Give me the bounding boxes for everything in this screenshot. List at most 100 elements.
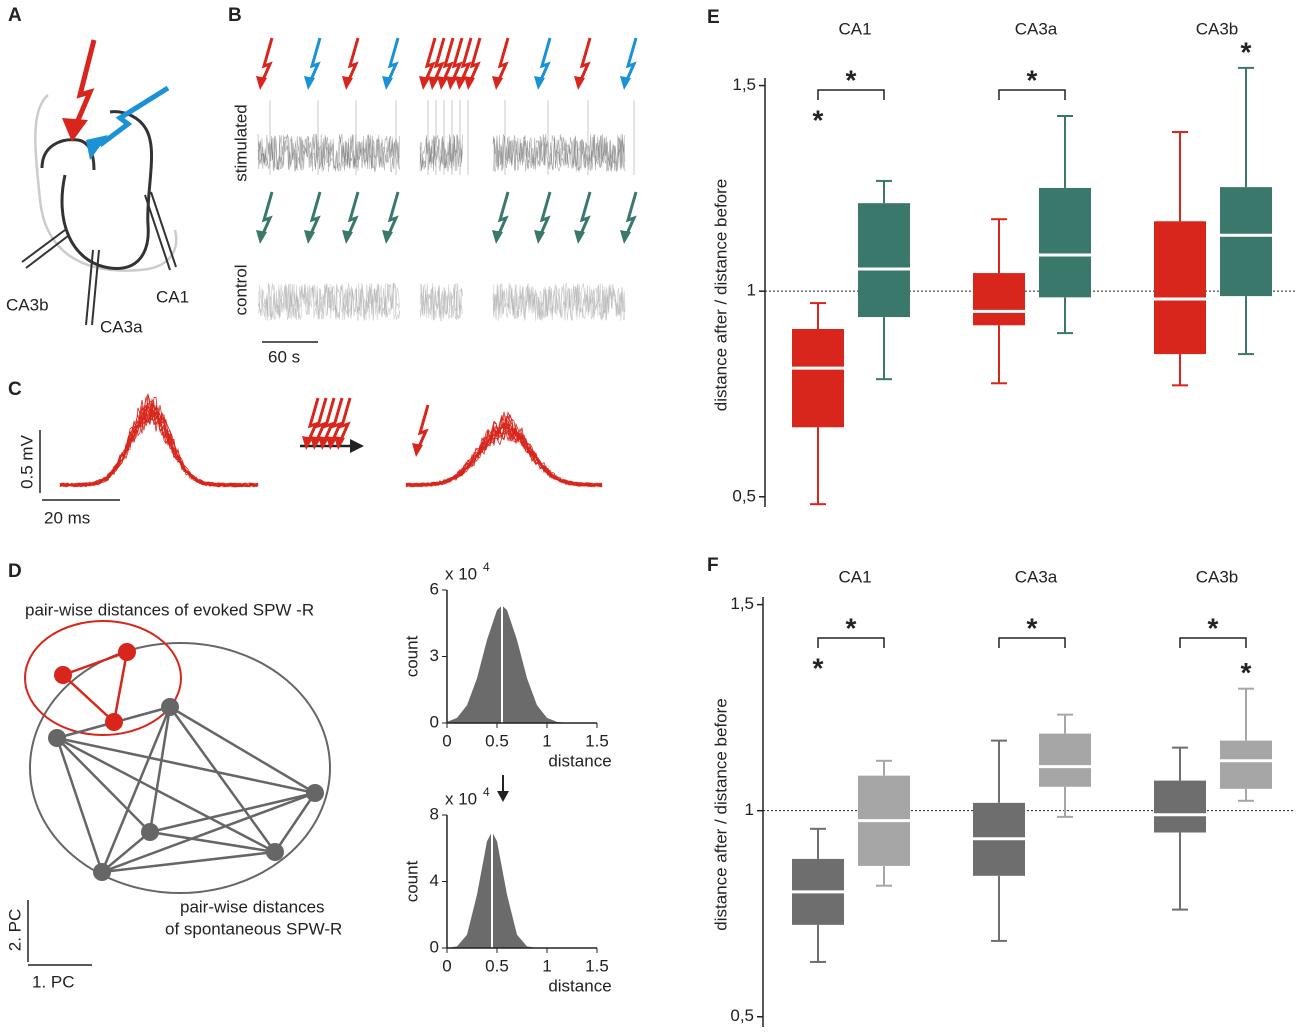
stim-arrow xyxy=(496,37,510,83)
cluster xyxy=(24,620,182,736)
trace xyxy=(405,414,603,488)
y-tick-label: 1,5 xyxy=(732,75,756,94)
label: CA3b xyxy=(6,295,49,314)
arrow-head xyxy=(382,76,393,90)
nodes xyxy=(48,698,324,881)
stim-arrow xyxy=(322,397,336,443)
arrow-head xyxy=(256,230,267,244)
significance-star: * xyxy=(1208,612,1219,643)
x-tick-label: 0 xyxy=(442,731,451,750)
category-label: CA1 xyxy=(838,567,871,586)
y-tick-label: 0,5 xyxy=(732,486,756,505)
multiplier: x 10 xyxy=(445,564,477,583)
stim-arrow xyxy=(260,37,274,83)
arrow-head xyxy=(497,791,509,802)
box xyxy=(1039,187,1091,298)
panel-letter: D xyxy=(8,561,22,582)
significance-star: * xyxy=(813,652,824,683)
arrow-head xyxy=(382,230,393,244)
panel-c: C 0.5 mV 20 ms xyxy=(8,379,364,527)
box xyxy=(1154,221,1206,355)
exponent: 4 xyxy=(483,785,490,799)
category-label: CA3b xyxy=(1196,19,1239,38)
category-label: CA3b xyxy=(1196,567,1239,586)
arrow-head xyxy=(419,76,430,90)
x-axis-label: distance xyxy=(548,976,611,995)
dentate xyxy=(40,138,96,171)
stim-arrow xyxy=(450,37,464,83)
stim-arrow xyxy=(98,85,170,147)
stim-arrow xyxy=(308,37,322,83)
arrow-head xyxy=(310,436,321,450)
box xyxy=(1039,733,1091,787)
arrow-head xyxy=(256,76,267,90)
nodes xyxy=(54,643,136,731)
significance-star: * xyxy=(846,612,857,643)
arrow-head xyxy=(464,76,475,90)
category-label: CA3a xyxy=(1015,567,1058,586)
stim-arrow xyxy=(578,191,592,237)
panel-a: A CA3b CA3a CA1 xyxy=(6,5,189,336)
scale-label: 60 s xyxy=(268,347,300,366)
panel-b: B stimulated control 60 s xyxy=(228,5,318,366)
exponent: 4 xyxy=(483,560,490,574)
arrow-head xyxy=(446,76,457,90)
cluster xyxy=(29,642,331,894)
y-tick-label: 4 xyxy=(430,871,439,890)
arrow-head xyxy=(620,76,631,90)
significance-bracket xyxy=(1179,637,1247,648)
x-tick-label: 0 xyxy=(442,956,451,975)
arrow-head xyxy=(302,436,313,450)
significance-bracket xyxy=(998,637,1066,648)
stim-arrow xyxy=(538,37,552,83)
multiplier: x 10 xyxy=(445,789,477,808)
significance-bracket xyxy=(817,89,885,100)
label: pair-wise distances of evoked SPW -R xyxy=(25,600,314,619)
x-tick-label: 0.5 xyxy=(485,731,509,750)
edges xyxy=(62,650,129,723)
stim-arrow xyxy=(624,37,638,83)
significance-bracket xyxy=(817,637,885,648)
x-tick-label: 1.5 xyxy=(585,956,609,975)
panel-letter: F xyxy=(707,555,719,576)
trace xyxy=(405,417,602,488)
box xyxy=(973,273,1025,326)
y-tick-label: 8 xyxy=(430,804,439,823)
stim-arrow xyxy=(416,404,430,450)
row-label: stimulated xyxy=(231,104,250,181)
trace xyxy=(405,426,603,488)
significance-star: * xyxy=(813,104,824,135)
electrodes xyxy=(21,191,177,326)
trace xyxy=(59,393,259,488)
x-tick-label: 0.5 xyxy=(485,956,509,975)
trace xyxy=(60,411,259,488)
arrow-head xyxy=(304,76,315,90)
trace xyxy=(258,282,400,321)
trace xyxy=(419,286,463,320)
box xyxy=(792,329,844,428)
label: CA3a xyxy=(100,317,143,336)
stim-arrow xyxy=(386,191,400,237)
stim-arrow xyxy=(423,37,437,83)
stim-arrow xyxy=(260,191,274,237)
arrow-head xyxy=(492,230,503,244)
significance-bracket xyxy=(998,89,1066,100)
trace xyxy=(492,282,626,321)
y-axis-label: distance after / distance before xyxy=(711,698,730,930)
arrow-head xyxy=(342,230,353,244)
category-label: CA1 xyxy=(838,19,871,38)
arrow-head xyxy=(437,76,448,90)
category-label: CA3a xyxy=(1015,19,1058,38)
edges xyxy=(55,705,317,874)
label: CA1 xyxy=(156,287,189,306)
significance-star: * xyxy=(1241,36,1252,67)
arrow-head xyxy=(534,230,545,244)
y-tick-label: 6 xyxy=(430,579,439,598)
trace xyxy=(419,134,463,172)
stim-arrow xyxy=(441,37,455,83)
arrow-head xyxy=(620,230,631,244)
arrow-head xyxy=(574,76,585,90)
panel-letter: A xyxy=(8,5,22,26)
y-tick-label: 1 xyxy=(747,281,756,300)
